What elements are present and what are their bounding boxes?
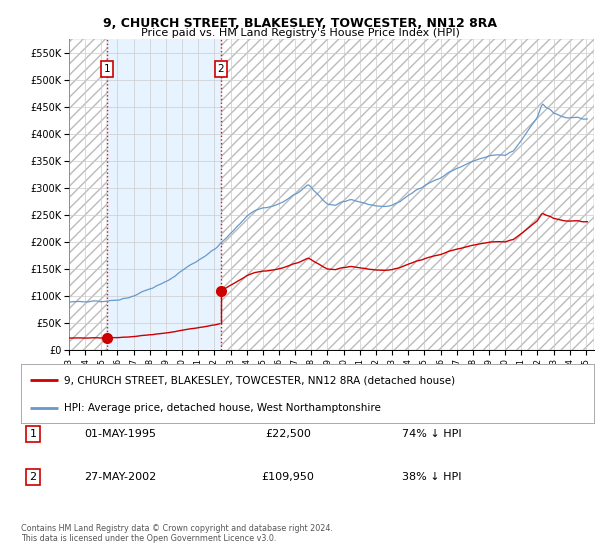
Text: £22,500: £22,500 — [265, 429, 311, 439]
Text: Price paid vs. HM Land Registry's House Price Index (HPI): Price paid vs. HM Land Registry's House … — [140, 28, 460, 38]
Text: 27-MAY-2002: 27-MAY-2002 — [84, 472, 156, 482]
Text: 9, CHURCH STREET, BLAKESLEY, TOWCESTER, NN12 8RA: 9, CHURCH STREET, BLAKESLEY, TOWCESTER, … — [103, 17, 497, 30]
Text: 01-MAY-1995: 01-MAY-1995 — [84, 429, 156, 439]
Text: 2: 2 — [218, 64, 224, 74]
Text: 2: 2 — [29, 472, 37, 482]
Bar — [107, 39, 221, 350]
Text: 1: 1 — [29, 429, 37, 439]
Text: 9, CHURCH STREET, BLAKESLEY, TOWCESTER, NN12 8RA (detached house): 9, CHURCH STREET, BLAKESLEY, TOWCESTER, … — [64, 375, 455, 385]
Text: 38% ↓ HPI: 38% ↓ HPI — [402, 472, 462, 482]
Text: Contains HM Land Registry data © Crown copyright and database right 2024.
This d: Contains HM Land Registry data © Crown c… — [21, 524, 333, 543]
Text: HPI: Average price, detached house, West Northamptonshire: HPI: Average price, detached house, West… — [64, 403, 381, 413]
Text: 1: 1 — [104, 64, 110, 74]
Text: 74% ↓ HPI: 74% ↓ HPI — [402, 429, 462, 439]
Bar — [221, 39, 594, 350]
Bar — [69, 39, 107, 350]
Text: £109,950: £109,950 — [262, 472, 314, 482]
